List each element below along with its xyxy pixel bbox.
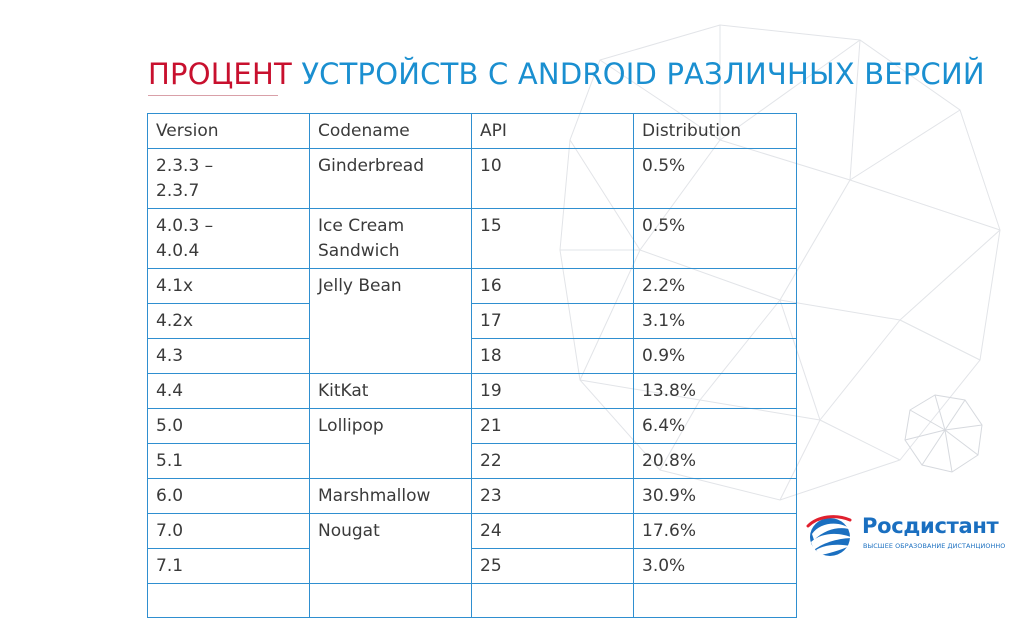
table-row: 2.3.3 – 2.3.7 Ginderbread 10 0.5% bbox=[147, 148, 797, 209]
version-cell: 6.0 bbox=[147, 478, 310, 514]
version-cell: 4.2x bbox=[147, 303, 310, 339]
api-cell: 10 bbox=[471, 148, 634, 209]
table-row: 4.2x 17 3.1% bbox=[147, 303, 797, 339]
api-cell: 18 bbox=[471, 338, 634, 374]
globe-logo-icon bbox=[806, 515, 853, 556]
header-distribution: Distribution bbox=[633, 113, 797, 149]
api-cell: 16 bbox=[471, 268, 634, 304]
version-cell: 2.3.3 – 2.3.7 bbox=[147, 148, 310, 209]
api-cell: 21 bbox=[471, 408, 634, 444]
table-row: 6.0 Marshmallow 23 30.9% bbox=[147, 478, 797, 514]
api-cell: 23 bbox=[471, 478, 634, 514]
slide-title: ПРОЦЕНТ УСТРОЙСТВ С ANDROID РАЗЛИЧНЫХ ВЕ… bbox=[148, 54, 985, 94]
table-row: 4.1x Jelly Bean 16 2.2% bbox=[147, 268, 797, 374]
codename-cell: Ice Cream Sandwich bbox=[309, 208, 472, 269]
codename-cell: Marshmallow bbox=[309, 478, 472, 514]
codename-cell: Jelly Bean bbox=[309, 268, 472, 374]
version-cell: 4.0.3 – 4.0.4 bbox=[147, 208, 310, 269]
distribution-cell: 0.5% bbox=[633, 208, 797, 269]
android-versions-table: Version Codename API Distribution 2.3.3 … bbox=[147, 113, 797, 618]
rosdistant-logo: Росдистант ВЫСШЕЕ ОБРАЗОВАНИЕ ДИСТАНЦИОН… bbox=[806, 512, 1006, 560]
distribution-cell: 3.0% bbox=[633, 548, 797, 584]
version-cell: 5.0 bbox=[147, 408, 310, 444]
distribution-cell: 6.4% bbox=[633, 408, 797, 444]
version-cell: 4.3 bbox=[147, 338, 310, 374]
logo-name: Росдистант bbox=[862, 514, 999, 538]
table-row: 5.1 22 20.8% bbox=[147, 443, 797, 479]
logo-tagline: ВЫСШЕЕ ОБРАЗОВАНИЕ ДИСТАНЦИОННО bbox=[863, 542, 1006, 550]
table-row: 7.1 25 3.0% bbox=[147, 548, 797, 584]
distribution-cell: 30.9% bbox=[633, 478, 797, 514]
codename-cell: Nougat bbox=[309, 513, 472, 584]
empty-cell bbox=[147, 583, 310, 618]
slide-title-accent: ПРОЦЕНТ bbox=[148, 57, 292, 91]
distribution-cell: 3.1% bbox=[633, 303, 797, 339]
slide-title-main: УСТРОЙСТВ С ANDROID РАЗЛИЧНЫХ ВЕРСИЙ bbox=[301, 57, 985, 91]
table-row bbox=[147, 583, 797, 618]
empty-cell bbox=[309, 583, 472, 618]
codename-cell: KitKat bbox=[309, 373, 472, 409]
version-cell: 4.4 bbox=[147, 373, 310, 409]
distribution-cell: 0.5% bbox=[633, 148, 797, 209]
api-cell: 25 bbox=[471, 548, 634, 584]
table-row: 5.0 Lollipop 21 6.4% bbox=[147, 408, 797, 479]
table-row: 4.4 KitKat 19 13.8% bbox=[147, 373, 797, 409]
header-codename: Codename bbox=[309, 113, 472, 149]
api-cell: 15 bbox=[471, 208, 634, 269]
version-cell: 7.1 bbox=[147, 548, 310, 584]
codename-cell: Lollipop bbox=[309, 408, 472, 479]
api-cell: 19 bbox=[471, 373, 634, 409]
distribution-cell: 13.8% bbox=[633, 373, 797, 409]
version-cell: 7.0 bbox=[147, 513, 310, 549]
version-cell: 4.1x bbox=[147, 268, 310, 304]
title-underline bbox=[148, 95, 278, 96]
distribution-cell: 17.6% bbox=[633, 513, 797, 549]
table-row: 4.0.3 – 4.0.4 Ice Cream Sandwich 15 0.5% bbox=[147, 208, 797, 269]
table-header-row: Version Codename API Distribution bbox=[147, 113, 797, 149]
api-cell: 24 bbox=[471, 513, 634, 549]
header-version: Version bbox=[147, 113, 310, 149]
table-row: 4.3 18 0.9% bbox=[147, 338, 797, 374]
distribution-cell: 20.8% bbox=[633, 443, 797, 479]
empty-cell bbox=[471, 583, 634, 618]
api-cell: 22 bbox=[471, 443, 634, 479]
version-cell: 5.1 bbox=[147, 443, 310, 479]
table-row: 7.0 Nougat 24 17.6% bbox=[147, 513, 797, 584]
header-api: API bbox=[471, 113, 634, 149]
empty-cell bbox=[633, 583, 797, 618]
codename-cell: Ginderbread bbox=[309, 148, 472, 209]
distribution-cell: 2.2% bbox=[633, 268, 797, 304]
api-cell: 17 bbox=[471, 303, 634, 339]
distribution-cell: 0.9% bbox=[633, 338, 797, 374]
